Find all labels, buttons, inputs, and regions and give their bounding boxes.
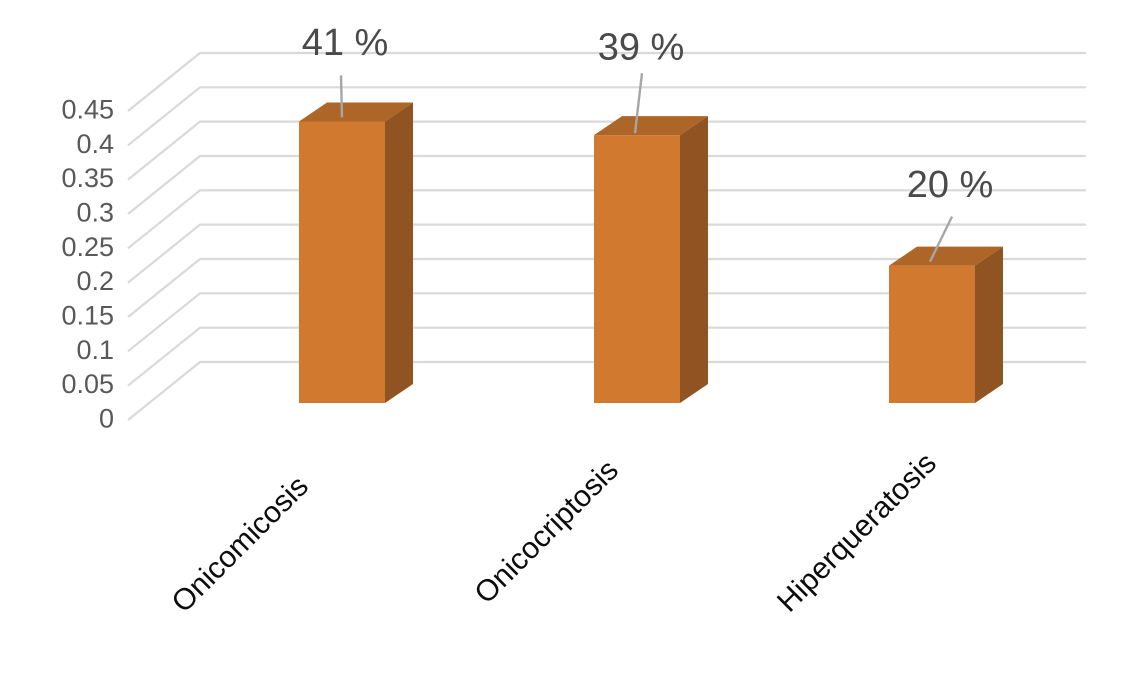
bar-column [594,116,708,403]
data-label: 39 % [598,26,685,68]
gridline [127,86,1086,147]
y-tick-label: 0.4 [76,129,114,159]
bar-front-face [889,265,975,403]
bar-front-face [299,121,385,403]
data-label-leader-line [633,73,644,134]
bar-top-face [594,116,708,136]
bar-side-face [385,102,413,403]
gridline [127,360,1086,421]
labels-layer: 0 0.05 0.1 0.15 0.2 0.25 0.3 0.35 0.4 0.45 41 % 39 … [61,22,993,619]
y-tick-label: 0.3 [76,197,114,227]
gridline [127,120,1086,181]
y-tick-label: 0.05 [61,369,114,399]
gridline [127,154,1086,215]
y-tick-label: 0.25 [61,232,114,262]
y-tick-label: 0.2 [76,266,114,296]
bars-layer [299,102,1003,403]
category-label: Onicomicosis [165,470,314,619]
bar-top-face [889,246,1003,266]
category-label: Onicocriptosis [468,454,625,611]
y-tick-label: 0.15 [61,300,114,330]
gridline [127,189,1086,250]
data-label-leader-line [339,75,344,118]
bar-column [889,246,1003,403]
data-label: 20 % [907,164,994,206]
gridline [127,326,1086,387]
category-label: Hiperqueratosis [771,447,943,619]
gridline [127,292,1086,353]
data-label: 41 % [302,22,389,64]
y-tick-label: 0.1 [76,335,114,365]
gridline [127,257,1086,318]
data-label-leader-line [928,216,954,263]
gridline [127,223,1086,284]
bar-side-face [680,116,708,403]
y-tick-label: 0.45 [61,94,114,124]
leader-lines-layer [339,73,954,263]
bar-column [299,102,413,403]
y-tick-label: 0 [99,403,114,433]
y-tick-label: 0.35 [61,163,114,193]
bar-top-face [299,102,413,122]
gridlines-layer [127,51,1086,421]
gridline [127,51,1086,112]
bar-front-face [594,135,680,403]
bar-side-face [975,246,1003,403]
